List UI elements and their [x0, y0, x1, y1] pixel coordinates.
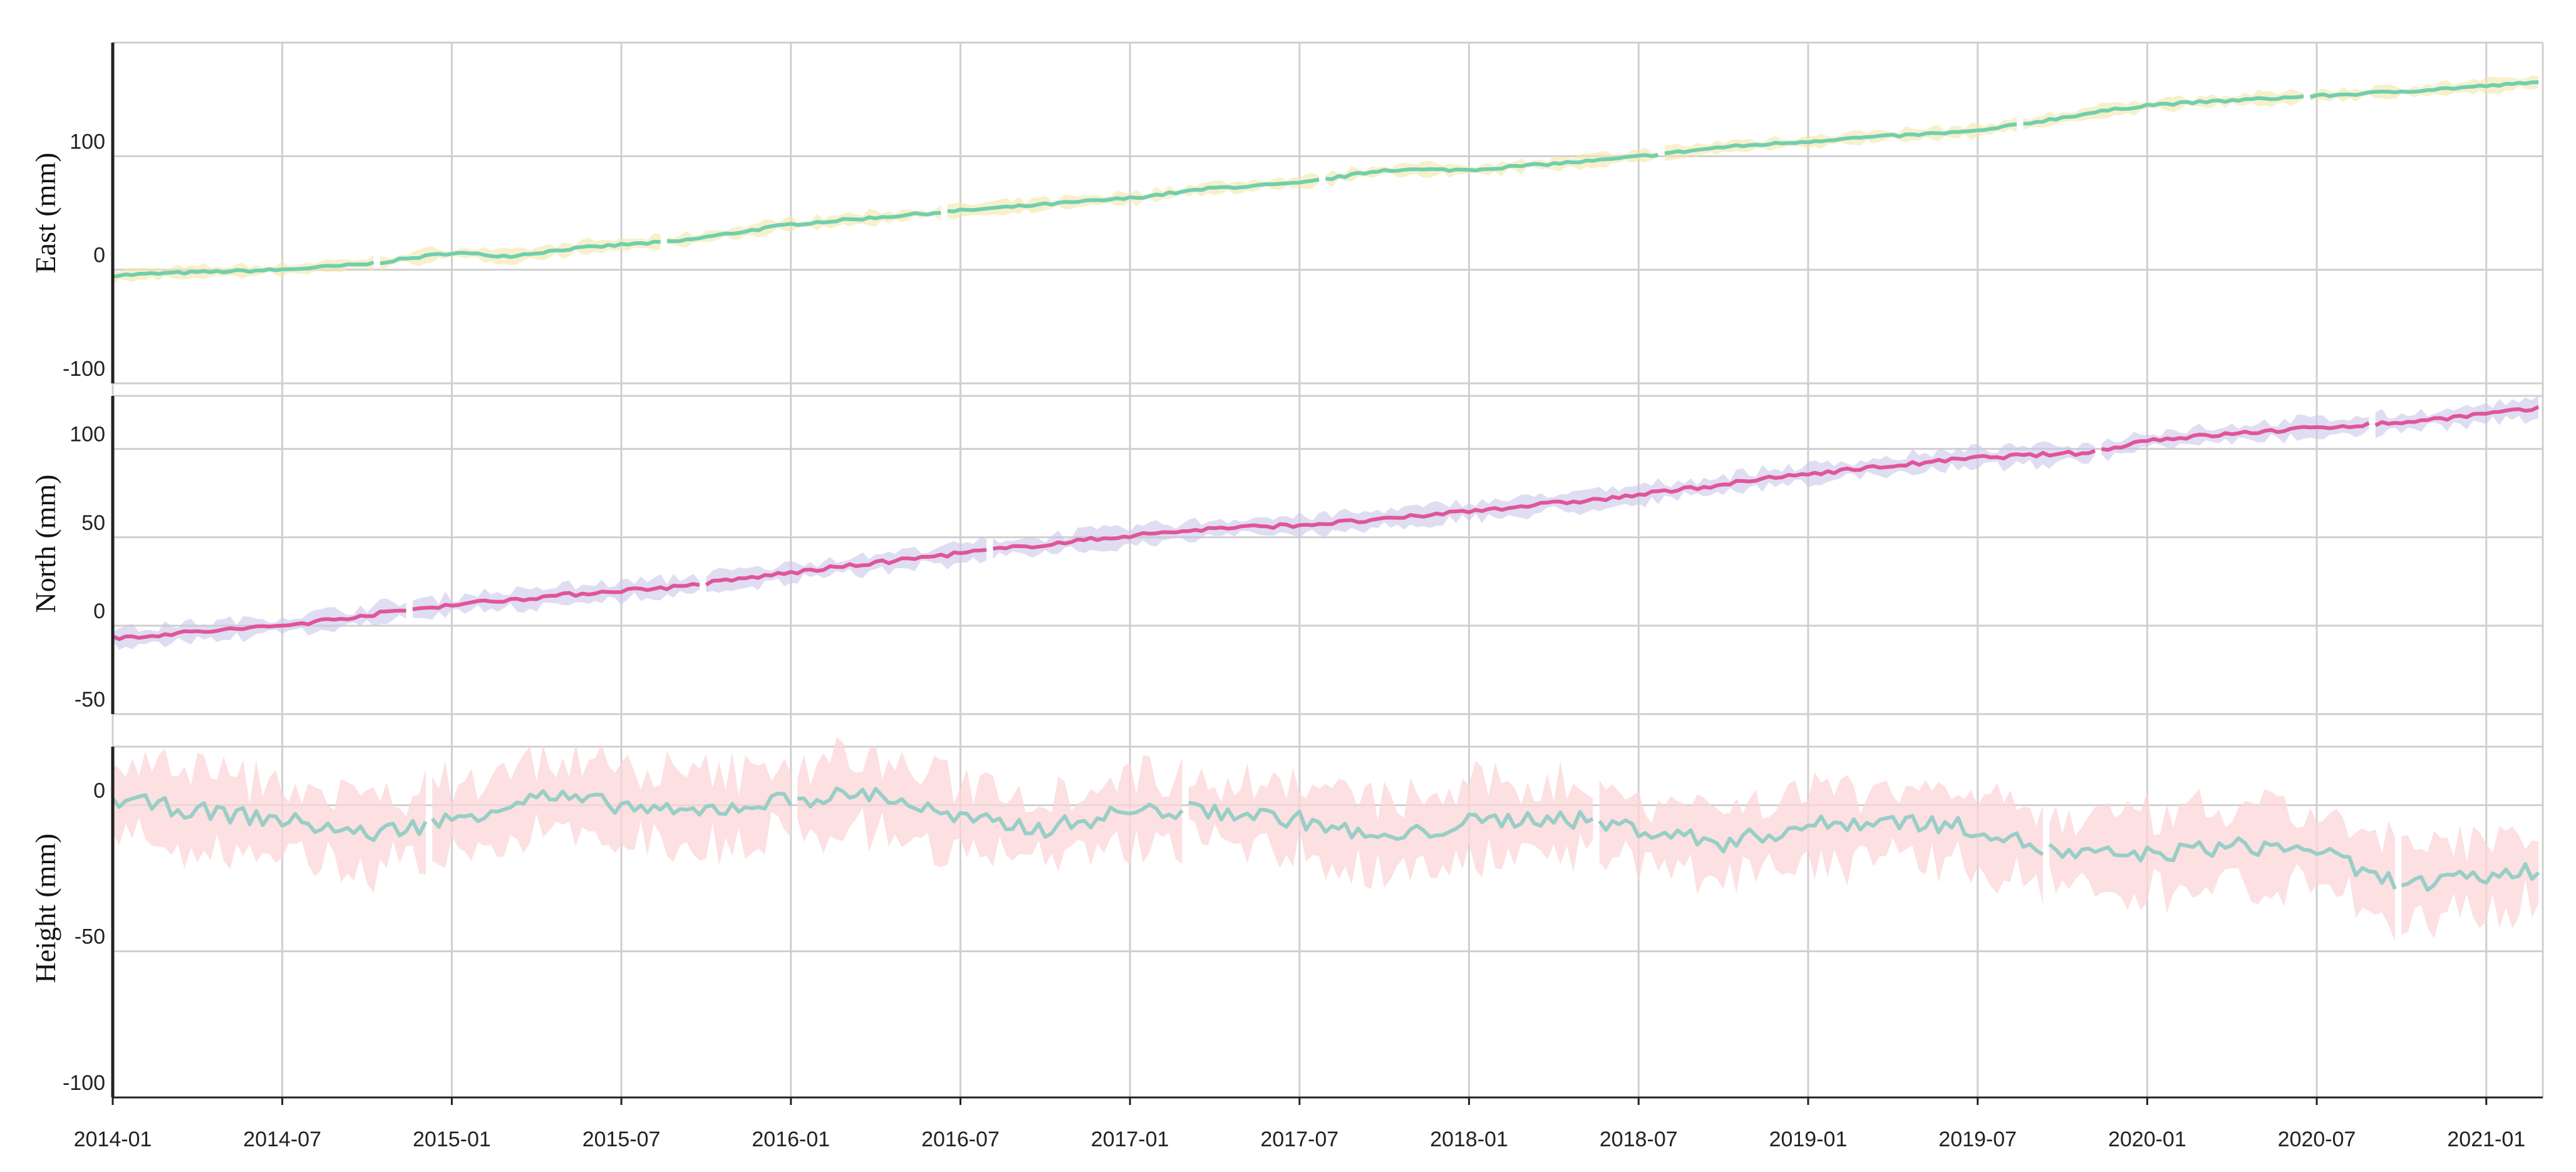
north-series-line [412, 582, 700, 611]
east-series-line [2023, 94, 2304, 126]
north-series-line [2374, 405, 2540, 427]
x-tick-label: 2014-01 [74, 1128, 152, 1151]
height-uncertainty-band [432, 743, 791, 868]
height-uncertainty-band [2049, 789, 2395, 941]
north-series-line [111, 608, 406, 641]
label-layer: 2014-01 2014-07 2015-01 2015-07 2016-01 2016-… [29, 130, 2525, 1151]
height-uncertainty-band [2401, 825, 2539, 939]
north-series-line [993, 449, 2096, 551]
north-uncertainty-band [993, 441, 2096, 559]
height-y-tick-label: -50 [75, 925, 105, 949]
height-uncertainty-band [797, 737, 1182, 872]
uncertainty-band-layer [113, 75, 2539, 941]
x-tick-label: 2019-01 [1769, 1128, 1848, 1151]
height-y-axis-label: Height (mm) [29, 834, 61, 983]
height-series-line [797, 786, 1184, 839]
east-uncertainty-band [380, 233, 661, 271]
x-tick-label: 2018-01 [1430, 1128, 1508, 1151]
east-series-line [2309, 80, 2539, 99]
north-uncertainty-band [2101, 414, 2369, 462]
x-tick-label: 2018-07 [1600, 1128, 1678, 1151]
height-y-tick-label: 0 [93, 779, 105, 802]
x-tick-label: 2017-01 [1091, 1128, 1169, 1151]
east-y-tick-label: -100 [63, 357, 105, 381]
east-series-line [947, 177, 1320, 214]
x-tick-label: 2019-07 [1938, 1128, 2017, 1151]
east-series-line [380, 239, 661, 266]
east-y-tick-label: 100 [70, 130, 105, 153]
height-series-line [1188, 801, 1594, 841]
height-uncertainty-band [113, 749, 426, 894]
x-tick-label: 2020-01 [2108, 1128, 2186, 1151]
north-series-line [2101, 421, 2370, 452]
height-series-line [430, 789, 793, 829]
axis-layer [111, 43, 2543, 1105]
east-uncertainty-band [2310, 75, 2539, 102]
north-y-tick-label: 50 [81, 511, 105, 535]
series-line-layer [111, 80, 2540, 892]
x-tick-label: 2015-01 [413, 1128, 491, 1151]
height-series-line [1598, 814, 2044, 856]
north-y-tick-label: 100 [70, 423, 105, 447]
north-series-line [705, 547, 987, 587]
east-y-tick-label: 0 [93, 244, 105, 267]
grid-layer [111, 41, 2544, 1099]
height-series-line [111, 793, 428, 843]
height-y-tick-label: -100 [63, 1071, 105, 1095]
x-tick-label: 2017-07 [1260, 1128, 1338, 1151]
east-uncertainty-band [2023, 89, 2304, 130]
north-y-tick-label: 0 [93, 599, 105, 623]
north-y-axis-label: North (mm) [29, 474, 61, 613]
east-series-line [1325, 153, 1659, 181]
north-uncertainty-band [113, 598, 406, 650]
height-uncertainty-band [1188, 760, 1593, 889]
x-tick-label: 2016-01 [752, 1128, 830, 1151]
height-uncertainty-band [1599, 772, 2043, 905]
east-uncertainty-band [667, 204, 941, 248]
east-y-axis-label: East (mm) [29, 153, 61, 274]
x-tick-label: 2016-07 [921, 1128, 1000, 1151]
x-tick-label: 2021-01 [2447, 1128, 2525, 1151]
east-series-line [666, 210, 941, 244]
x-tick-label: 2020-07 [2278, 1128, 2356, 1151]
height-series-line [2048, 836, 2397, 890]
north-y-tick-label: -50 [75, 688, 105, 712]
east-series-line [1664, 122, 2017, 155]
x-tick-label: 2014-07 [243, 1128, 321, 1151]
height-series-line [2401, 862, 2540, 892]
east-series-line [112, 261, 375, 279]
x-tick-label: 2015-07 [582, 1128, 661, 1151]
